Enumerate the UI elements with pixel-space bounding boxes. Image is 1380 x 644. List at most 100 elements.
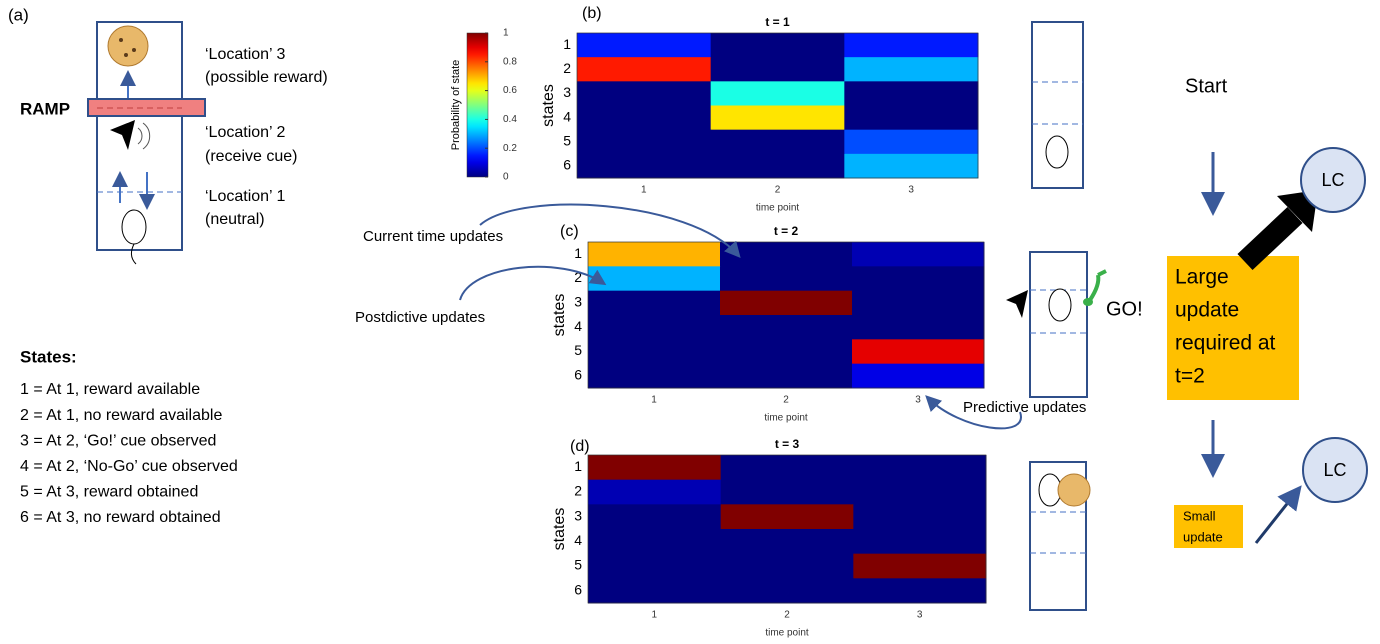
- y-tick-label: 2: [574, 269, 582, 285]
- y-axis-label: states: [551, 508, 568, 551]
- location-desc: (neutral): [205, 211, 265, 228]
- state-item: 2 = At 1, no reward available: [20, 407, 222, 424]
- start-label: Start: [1185, 75, 1228, 97]
- location-name: ‘Location’ 1: [205, 188, 285, 205]
- state-item: 5 = At 3, reward obtained: [20, 484, 198, 501]
- y-tick-label: 1: [574, 458, 582, 474]
- heatmap-cell: [720, 504, 854, 530]
- y-tick-label: 6: [563, 157, 571, 173]
- heatmap-cell: [853, 479, 987, 505]
- chart-title: t = 3: [775, 437, 800, 451]
- heatmap-cell: [852, 363, 985, 389]
- chart-title: t = 2: [774, 224, 799, 238]
- x-tick-label: 3: [915, 395, 921, 406]
- heatmap-cell: [720, 553, 854, 579]
- heatmap-cell: [588, 266, 721, 292]
- heatmap-cell: [577, 81, 712, 106]
- location-name: ‘Location’ 3: [205, 46, 285, 63]
- colorbar: [466, 32, 489, 178]
- y-tick-label: 2: [574, 483, 582, 499]
- heatmap-cell: [852, 290, 985, 316]
- ramp-label: RAMP: [20, 99, 70, 118]
- track: [1029, 251, 1088, 398]
- ramp: [87, 98, 206, 117]
- speaker: [110, 120, 135, 150]
- track: [1031, 21, 1084, 189]
- state-item: 3 = At 2, ‘Go!’ cue observed: [20, 432, 216, 449]
- x-tick-label: 1: [651, 395, 657, 406]
- x-tick-label: 3: [917, 610, 923, 621]
- x-axis-label: time point: [765, 628, 809, 639]
- large-update-text: update: [1175, 299, 1239, 322]
- heatmap-cell: [852, 339, 985, 365]
- chart-title: t = 1: [765, 15, 790, 29]
- annotation: Predictive updates: [963, 399, 1086, 416]
- track: [96, 21, 183, 251]
- heatmap-cell: [577, 33, 712, 58]
- heatmap-cell: [577, 105, 712, 131]
- plot-frame: [587, 241, 985, 389]
- colorbar-tick-label: 1: [503, 28, 509, 39]
- heatmap-cell: [853, 529, 987, 555]
- small-update-box: [1174, 505, 1243, 548]
- large-update-box: [1167, 256, 1299, 400]
- colorbar-tick-label: 0.2: [503, 143, 517, 154]
- heatmap-cell: [844, 153, 979, 179]
- y-tick-label: 4: [574, 532, 582, 548]
- state-item: 1 = At 1, reward available: [20, 381, 200, 398]
- small-update-text: Small: [1183, 508, 1216, 523]
- mouse: [121, 209, 147, 245]
- lc-node: [1302, 437, 1368, 503]
- heatmap-cell: [577, 57, 712, 82]
- heatmap-cell: [853, 578, 987, 604]
- location-name: ‘Location’ 2: [205, 124, 285, 141]
- lc-label: LC: [1323, 460, 1346, 480]
- colorbar-tick-label: 0.8: [503, 56, 517, 67]
- heatmap-cell: [852, 266, 985, 292]
- large-update-text: required at: [1175, 332, 1276, 355]
- y-tick-label: 3: [574, 507, 582, 523]
- y-axis-label: states: [551, 294, 568, 337]
- heatmap-cell: [710, 33, 845, 58]
- heatmap-cell: [577, 153, 712, 179]
- y-axis-label: states: [540, 84, 557, 127]
- states-title: States:: [20, 347, 77, 366]
- colorbar-tick-label: 0.6: [503, 85, 517, 96]
- heatmap-cell: [588, 242, 721, 267]
- plot-frame: [576, 32, 979, 179]
- x-tick-label: 1: [652, 610, 658, 621]
- panel-label: (d): [570, 438, 590, 455]
- x-axis-label: time point: [756, 203, 800, 214]
- heatmap-cell: [720, 290, 853, 316]
- panel-label: (a): [8, 5, 29, 24]
- y-tick-label: 6: [574, 367, 582, 383]
- heatmap-cell: [588, 529, 722, 555]
- y-tick-label: 5: [574, 342, 582, 358]
- lc-node: [1300, 147, 1366, 213]
- x-tick-label: 3: [908, 185, 914, 196]
- heatmap-cell: [720, 529, 854, 555]
- heatmap-cell: [853, 504, 987, 530]
- y-tick-label: 1: [574, 245, 582, 261]
- state-item: 6 = At 3, no reward obtained: [20, 509, 221, 526]
- heatmap-cell: [588, 315, 721, 340]
- cookie: [107, 25, 149, 67]
- colorbar-tick-label: 0: [503, 172, 509, 183]
- heatmap-cell: [844, 81, 979, 106]
- y-tick-label: 6: [574, 581, 582, 597]
- plot-frame: [587, 454, 987, 604]
- heatmap-cell: [720, 242, 853, 267]
- colorbar-label: Probability of state: [450, 60, 462, 151]
- heatmap-cell: [720, 315, 853, 340]
- go-label: GO!: [1106, 298, 1143, 320]
- x-tick-label: 2: [783, 395, 789, 406]
- panel-label: (c): [560, 223, 579, 240]
- annotation: Postdictive updates: [355, 309, 485, 326]
- state-item: 4 = At 2, ‘No-Go’ cue observed: [20, 458, 238, 475]
- heatmap-cell: [720, 266, 853, 292]
- x-tick-label: 1: [641, 185, 647, 196]
- heatmap-cell: [844, 105, 979, 131]
- heatmap-cell: [720, 479, 854, 505]
- heatmap-cell: [577, 129, 712, 155]
